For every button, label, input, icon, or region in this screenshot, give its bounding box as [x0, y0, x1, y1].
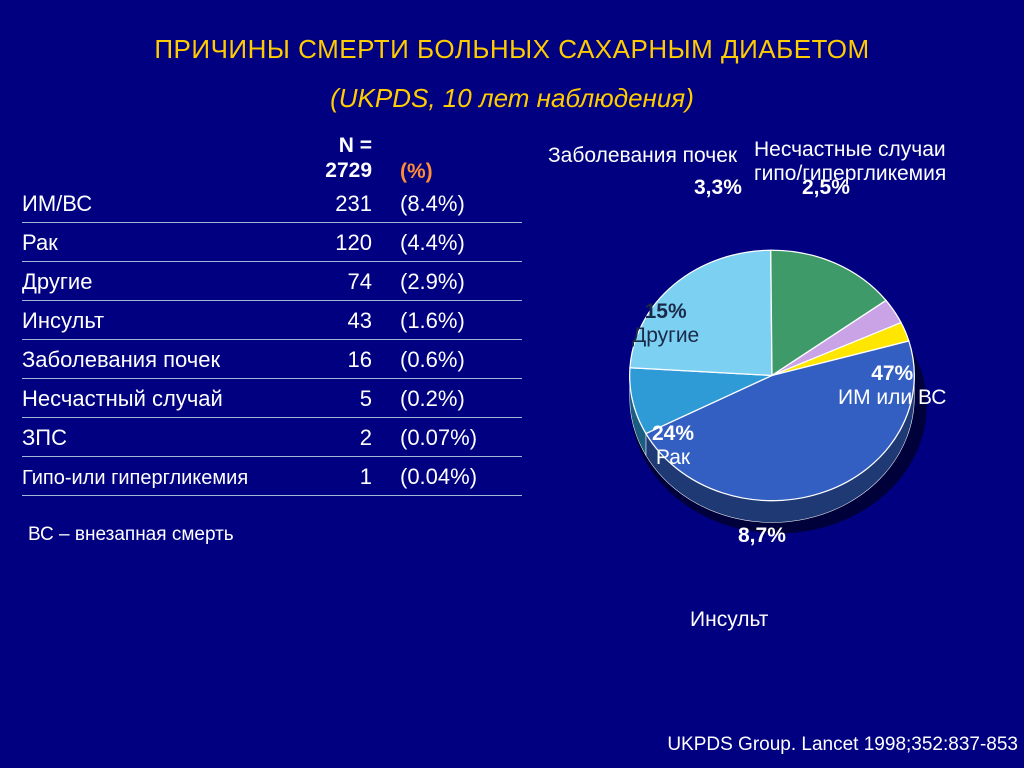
table-row: Рак120(4.4%): [22, 223, 522, 262]
pie-chart-area: Заболевания почек Несчастные случаигипо/г…: [522, 134, 1006, 496]
pie-external-label: Заболевания почек: [548, 144, 737, 168]
row-name: Другие: [22, 269, 282, 295]
data-table: N = 2729 (%) ИМ/ВС231(8.4%)Рак120(4.4%)Д…: [22, 134, 522, 496]
row-pct: (8.4%): [372, 191, 502, 217]
table-row: ИМ/ВС231(8.4%): [22, 184, 522, 223]
pie-external-label: Инсульт: [690, 608, 768, 632]
row-name: ЗПС: [22, 425, 282, 451]
table-row: ЗПС2(0.07%): [22, 418, 522, 457]
row-name: Рак: [22, 230, 282, 256]
pie-label-im: 47%ИМ или ВС: [838, 362, 946, 410]
row-n: 120: [282, 230, 372, 256]
pie-chart: 47%ИМ или ВС8,7%24%Рак15%Другие3,3%2,5%: [592, 208, 952, 568]
row-pct: (0.04%): [372, 464, 502, 490]
table-row: Несчастный случай5(0.2%): [22, 379, 522, 418]
row-pct: (2.9%): [372, 269, 502, 295]
row-pct: (1.6%): [372, 308, 502, 334]
pie-label-cancer: 24%Рак: [652, 422, 694, 470]
row-pct: (0.07%): [372, 425, 502, 451]
table-row: Заболевания почек16(0.6%): [22, 340, 522, 379]
table-row: Гипо-или гипергликемия1(0.04%): [22, 457, 522, 496]
pie-label-other: 15%Другие: [632, 300, 699, 348]
row-pct: (0.2%): [372, 386, 502, 412]
row-name: Инсульт: [22, 308, 282, 334]
row-n: 74: [282, 269, 372, 295]
row-n: 1: [282, 464, 372, 490]
row-n: 2: [282, 425, 372, 451]
row-name: Гипо-или гипергликемия: [22, 467, 282, 490]
table-row: Инсульт43(1.6%): [22, 301, 522, 340]
pie-label-kidney: 3,3%: [694, 176, 742, 200]
col-header-n: N = 2729: [282, 134, 372, 184]
row-name: Несчастный случай: [22, 386, 282, 412]
row-n: 231: [282, 191, 372, 217]
citation: UKPDS Group. Lancet 1998;352:837-853: [667, 734, 1018, 756]
row-name: ИМ/ВС: [22, 191, 282, 217]
row-n: 5: [282, 386, 372, 412]
col-header-pct: (%): [372, 134, 492, 184]
row-n: 16: [282, 347, 372, 373]
pie-external-label: Несчастные случаигипо/гипергликемия: [754, 138, 946, 186]
row-name: Заболевания почек: [22, 347, 282, 373]
row-n: 43: [282, 308, 372, 334]
pie-label-accident: 2,5%: [802, 176, 850, 200]
slide-title-line1: ПРИЧИНЫ СМЕРТИ БОЛЬНЫХ САХАРНЫМ ДИАБЕТОМ: [0, 34, 1024, 65]
row-pct: (4.4%): [372, 230, 502, 256]
pie-label-stroke: 8,7%: [738, 524, 786, 548]
table-row: Другие74(2.9%): [22, 262, 522, 301]
row-pct: (0.6%): [372, 347, 502, 373]
slide-title-line2: (UKPDS, 10 лет наблюдения): [0, 83, 1024, 114]
